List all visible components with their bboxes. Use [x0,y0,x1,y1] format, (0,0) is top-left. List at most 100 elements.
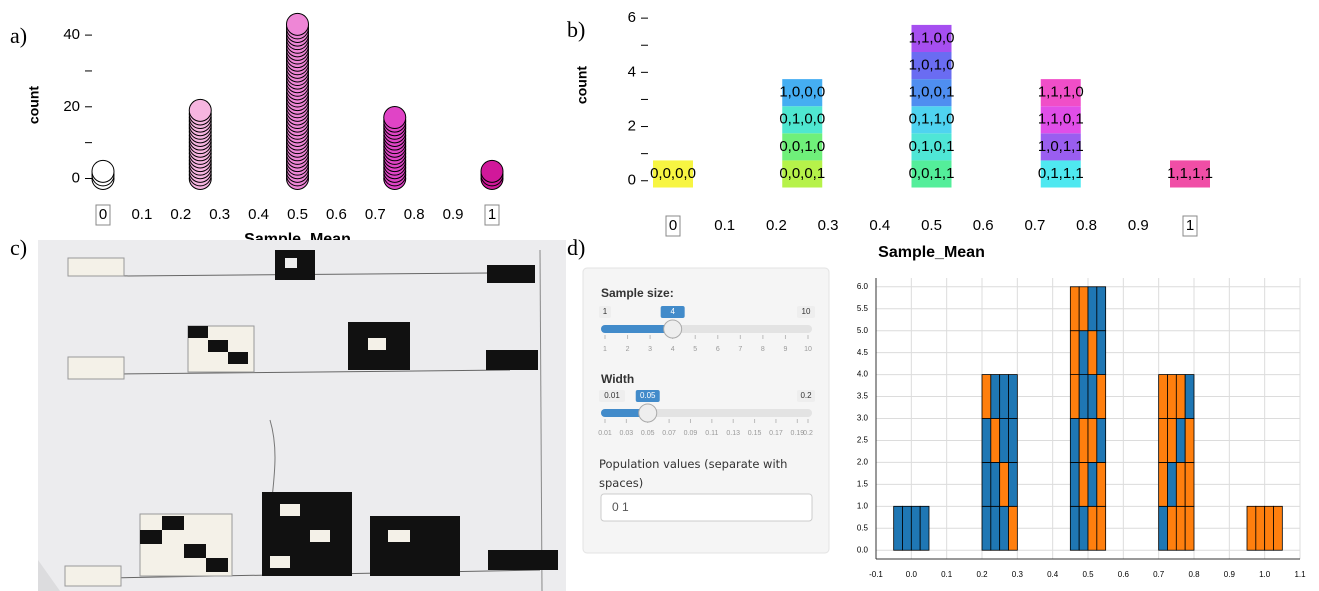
panel-label: a) [10,23,27,48]
cell [653,160,693,188]
value-badge [635,390,660,402]
cell [1184,462,1195,507]
cell [1184,505,1195,551]
slider-fill [601,409,648,417]
block [486,350,538,370]
slider-value: 0.05 [640,391,656,400]
tick-box [95,204,111,226]
cell [1273,505,1283,551]
y-tick-label: 40 [63,26,80,43]
cell-label: 0,0,0,0 [650,165,696,182]
cell [1078,418,1089,463]
cell-label: 1,1,1,0 [1038,84,1084,101]
x-tick-label: 1 [488,206,496,223]
x-tick-label: 0.2 [976,570,988,579]
cell-label: 1,0,0,1 [909,84,955,101]
x-tick-label: 0.8 [1076,217,1097,234]
y-tick-label: 5.5 [857,304,869,313]
input-value: 0 1 [612,500,629,514]
slider-fill [601,325,673,333]
cell [1087,462,1098,507]
x-tick-label: 0 [99,206,107,223]
block [488,550,558,570]
x-tick-label: 0.8 [1188,570,1200,579]
cell [911,160,952,188]
cell [911,133,952,161]
cell [999,374,1009,419]
cell-label: 0,1,1,1 [1038,165,1084,182]
cell [782,160,823,188]
cell [1184,418,1195,463]
tick-box [1182,215,1198,237]
y-tick-label: 4 [628,63,636,80]
x-tick-label: 0.5 [287,206,308,223]
cell [1175,418,1186,463]
y-tick-label: 0.5 [857,523,869,532]
slider-tick-label: 0.07 [662,430,676,437]
tick-box [484,204,500,226]
dot-stack [383,106,407,190]
cell [1158,462,1168,507]
y-tick-label: 2 [628,118,636,135]
y-axis-label: count [574,66,590,104]
block [310,530,330,542]
cell [990,505,1001,551]
block [388,530,410,542]
y-axis-label: count [26,86,42,124]
slider-tick-label: 1 [603,346,607,353]
y-tick-label: 4.0 [857,370,869,379]
y-tick-label: 20 [63,98,80,115]
cell [981,462,992,507]
cell [1078,505,1089,551]
cell [782,106,823,134]
cell-label: 0,0,0,1 [779,165,825,182]
block [208,340,228,352]
x-tick-label: 0.3 [209,206,230,223]
x-tick-label: 0.2 [170,206,191,223]
y-tick-label: 2.5 [857,436,869,445]
slider-handle[interactable] [663,319,683,339]
dot-stack [188,98,212,190]
cell [1167,505,1177,551]
cell [1158,418,1168,463]
cell [1040,133,1081,161]
cell [1069,462,1080,507]
cell-label: 0,1,0,0 [779,111,825,128]
cell-label: 1,0,1,1 [1038,138,1084,155]
cell [990,418,1001,463]
x-tick-label: 0.1 [941,570,953,579]
cell [1175,505,1186,551]
block [228,352,248,364]
slider-tick-label: 0.17 [769,430,783,437]
cell [893,505,903,551]
x-tick-label: 1.0 [1259,570,1271,579]
y-tick-label: 1.0 [857,501,869,510]
cell [1255,505,1266,551]
block [285,258,297,268]
x-tick-label: 0.7 [1153,570,1165,579]
block [270,556,290,568]
cell [1184,374,1195,419]
slider-tick-label: 0.2 [803,430,813,437]
text-input[interactable] [600,493,813,522]
cell [1175,462,1186,507]
cell [1087,330,1098,375]
slider-tick-label: 4 [671,346,675,353]
cell [1069,418,1080,463]
x-tick-label: 0.1 [131,206,152,223]
slider-handle[interactable] [638,403,658,423]
block [188,326,208,338]
cell [1087,505,1098,551]
cell [1008,374,1018,419]
max-badge [797,390,815,402]
block [280,504,300,516]
slider-tick-label: 0.09 [684,430,698,437]
cell [990,462,1001,507]
cell [1069,374,1080,419]
x-tick-label: 0.5 [921,217,942,234]
x-tick-label: 0.2 [766,217,787,234]
dot [286,12,309,36]
cell [1087,418,1098,463]
panel-c-photo [38,240,566,591]
dot [383,106,407,130]
